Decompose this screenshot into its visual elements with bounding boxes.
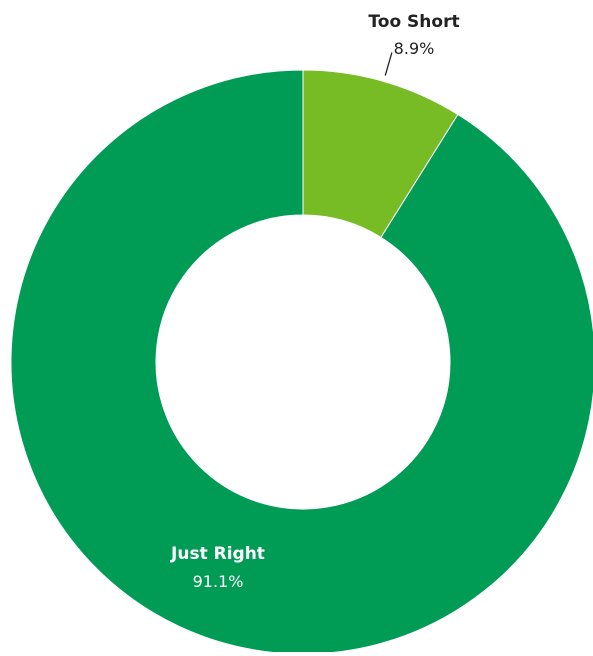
slices-group	[10, 69, 593, 655]
slice-value-just-right: 91.1%	[193, 572, 244, 591]
slice-leader-line-too-short	[384, 52, 393, 76]
slice-label-too-short: Too Short	[368, 12, 459, 32]
slice-just-right	[10, 69, 593, 655]
slice-label-just-right: Just Right	[170, 544, 265, 564]
labels-group: Too Short 8.9% Just Right 91.1%	[170, 12, 460, 591]
slice-value-too-short: 8.9%	[394, 39, 435, 58]
